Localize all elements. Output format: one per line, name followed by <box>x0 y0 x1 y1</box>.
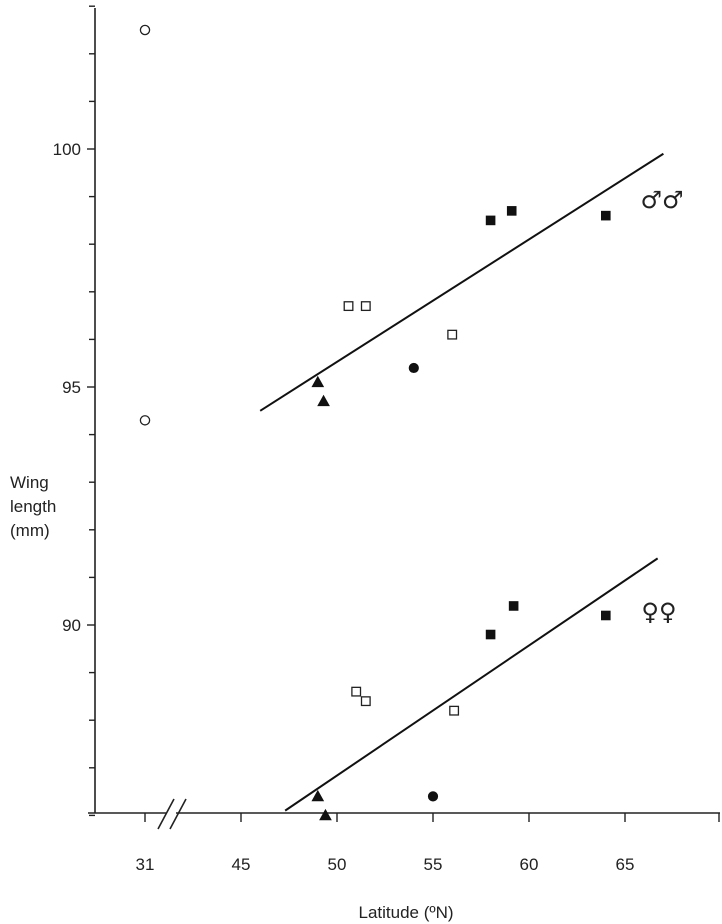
data-point-filled-triangle <box>311 375 325 388</box>
data-point-filled-square <box>485 215 496 226</box>
data-point-open-square <box>343 301 354 312</box>
x-tick-label: 55 <box>424 855 443 874</box>
y-axis-title-line: (mm) <box>10 521 50 540</box>
males-symbol-label: ♂♂ <box>640 186 683 214</box>
x-axis-break <box>157 798 187 830</box>
data-point-filled-square <box>601 610 611 621</box>
break-mark <box>169 798 187 830</box>
data-point-filled-square <box>485 629 496 640</box>
y-tick-label: 100 <box>53 140 81 159</box>
data-point-filled-square <box>506 206 517 216</box>
x-tick-label: 45 <box>232 855 251 874</box>
x-tick-label: 31 <box>136 855 155 874</box>
data-point-filled-square <box>508 601 519 611</box>
x-axis-title: Latitude (ºN) <box>358 903 453 922</box>
data-point-filled-square <box>601 210 611 221</box>
data-point-filled-circle <box>408 362 419 374</box>
regression-line <box>284 557 659 812</box>
y-tick-label: 90 <box>62 616 81 635</box>
x-tick-label: 50 <box>328 855 347 874</box>
x-tick-label: 60 <box>520 855 539 874</box>
data-point-filled-circle <box>427 791 439 802</box>
data-point-open-square <box>351 686 362 697</box>
break-mark <box>157 798 175 830</box>
y-axis-title-line: length <box>10 497 56 516</box>
data-point-open-square <box>360 301 371 312</box>
data-point-open-square <box>449 705 460 716</box>
data-point-open-circle <box>139 415 151 426</box>
data-point-filled-triangle <box>311 789 325 802</box>
females-symbol-label: ♀♀ <box>641 598 676 626</box>
data-point-filled-triangle <box>317 394 330 407</box>
y-tick-label: 95 <box>62 378 81 397</box>
data-point-open-circle <box>139 24 151 36</box>
data-point-filled-triangle <box>319 808 332 821</box>
y-axis-title-line: Wing <box>10 473 49 492</box>
data-point-open-square <box>447 329 458 340</box>
data-point-open-square <box>360 696 371 707</box>
break-gap <box>166 810 176 816</box>
regression-line <box>259 152 664 412</box>
x-tick-label: 65 <box>616 855 635 874</box>
